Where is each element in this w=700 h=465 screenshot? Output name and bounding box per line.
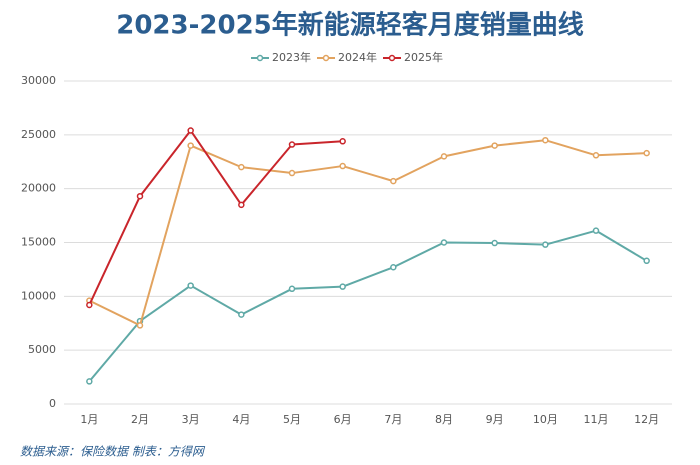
- data-point: [491, 239, 498, 247]
- legend-marker: [322, 54, 330, 62]
- data-point: [238, 201, 245, 209]
- data-point: [86, 378, 93, 385]
- y-tick-label: 10000: [21, 289, 56, 302]
- legend-label: 2025年: [404, 50, 443, 64]
- series-line: [88, 139, 647, 327]
- data-point: [86, 301, 93, 309]
- data-point: [136, 192, 144, 200]
- data-point: [390, 264, 397, 271]
- data-point: [136, 322, 144, 329]
- data-point: [238, 163, 245, 171]
- series-line: [88, 229, 648, 383]
- legend-label: 2023年: [272, 50, 311, 64]
- data-point: [542, 136, 549, 144]
- series-line: [88, 129, 343, 306]
- data-point: [542, 241, 549, 248]
- data-point: [491, 142, 498, 149]
- y-tick-label: 0: [49, 397, 56, 410]
- x-tick-label: 7月: [384, 413, 402, 426]
- data-point: [339, 162, 346, 170]
- y-tick-label: 15000: [21, 236, 56, 249]
- data-point: [643, 257, 650, 265]
- data-point: [187, 127, 194, 134]
- x-tick-label: 2月: [131, 413, 149, 426]
- y-tick-label: 20000: [21, 182, 56, 195]
- data-point: [592, 227, 600, 234]
- x-tick-label: 4月: [232, 413, 250, 426]
- x-tick-label: 3月: [182, 413, 200, 426]
- data-point: [187, 282, 194, 289]
- x-tick-label: 5月: [283, 413, 301, 426]
- x-tick-label: 10月: [533, 413, 558, 426]
- x-tick-label: 8月: [435, 413, 453, 426]
- data-point: [440, 239, 448, 246]
- source-note: 数据来源：保险数据 制表：方得网: [20, 445, 206, 459]
- data-point: [592, 152, 600, 159]
- data-point: [238, 311, 245, 318]
- y-tick-label: 5000: [28, 343, 56, 356]
- data-point: [288, 141, 296, 148]
- data-point: [643, 149, 650, 157]
- x-tick-label: 6月: [334, 413, 352, 426]
- x-tick-label: 12月: [634, 413, 659, 426]
- chart-title: 2023-2025年新能源轻客月度销量曲线: [116, 10, 584, 41]
- data-point: [339, 283, 346, 290]
- y-tick-label: 25000: [21, 128, 56, 141]
- x-tick-label: 9月: [486, 413, 504, 426]
- data-point: [288, 285, 296, 293]
- data-point: [339, 138, 346, 145]
- legend-label: 2024年: [338, 50, 377, 64]
- y-tick-label: 30000: [21, 74, 56, 87]
- data-point: [288, 169, 296, 177]
- x-tick-label: 1月: [80, 413, 98, 426]
- legend-marker: [256, 54, 264, 62]
- data-point: [187, 142, 194, 149]
- x-tick-label: 11月: [584, 413, 609, 426]
- data-point: [390, 177, 397, 185]
- legend-marker: [388, 54, 396, 62]
- data-point: [440, 153, 448, 160]
